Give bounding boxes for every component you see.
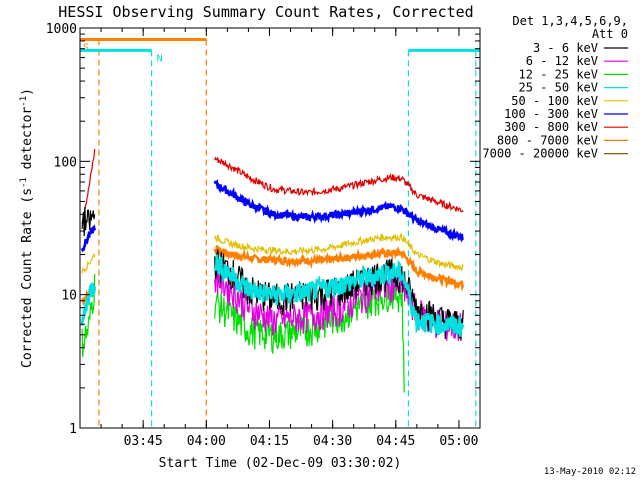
series-3-seg-0 [80, 281, 96, 326]
y-tick-label: 10 [61, 289, 77, 304]
flag-label-S: S [83, 42, 89, 53]
legend-label: 800 - 7000 keV [497, 133, 598, 147]
series-5-seg-1 [213, 178, 464, 243]
tick-layer: 03:45 04:00 04:15 04:30 04:45 05:00 1 10 100 1000 [46, 22, 481, 449]
series-3-seg-1 [213, 254, 465, 337]
series-7-seg-1 [213, 245, 465, 292]
x-tick-label: 05:00 [439, 434, 478, 449]
legend-header-line-1: Det 1,3,4,5,6,9, [512, 14, 628, 28]
series-6-seg-1 [214, 156, 464, 213]
flag-label-N: N [157, 53, 163, 64]
y-tick-label: 100 [54, 155, 77, 170]
series-5-seg-0 [80, 224, 96, 253]
x-tick-label: 03:45 [124, 434, 163, 449]
y-tick-label: 1000 [46, 22, 77, 37]
legend-label: 25 - 50 keV [519, 81, 598, 95]
legend-label: 7000 - 20000 keV [482, 147, 598, 161]
series-4-seg-0 [81, 252, 96, 274]
series-0-seg-0 [81, 206, 96, 237]
x-tick-label: 04:00 [187, 434, 226, 449]
legend-label: 3 - 6 keV [533, 41, 598, 55]
legend-label: 12 - 25 keV [519, 67, 598, 81]
plot-frame [79, 27, 481, 429]
footer-date: 13-May-2010 02:12 [544, 467, 636, 477]
series-layer [80, 148, 465, 393]
legend-label: 50 - 100 keV [511, 94, 598, 108]
legend-label: 6 - 12 keV [526, 54, 598, 68]
y-axis-label: Corrected Count Rate (s-1 detector-1) [19, 88, 35, 368]
series-4-seg-1 [214, 232, 464, 272]
x-tick-label: 04:30 [313, 434, 352, 449]
chart-title: HESSI Observing Summary Count Rates, Cor… [58, 3, 473, 21]
x-axis-label: Start Time (02-Dec-09 03:30:02) [159, 456, 402, 471]
x-tick-label: 04:15 [250, 434, 289, 449]
legend-label: 100 - 300 keV [504, 107, 598, 121]
y-tick-label: 1 [69, 422, 77, 437]
legend-header-line-2: Att 0 [592, 27, 628, 41]
x-tick-label: 04:45 [376, 434, 415, 449]
flag-layer: SN [80, 37, 480, 428]
legend-label: 300 - 800 keV [504, 120, 598, 134]
